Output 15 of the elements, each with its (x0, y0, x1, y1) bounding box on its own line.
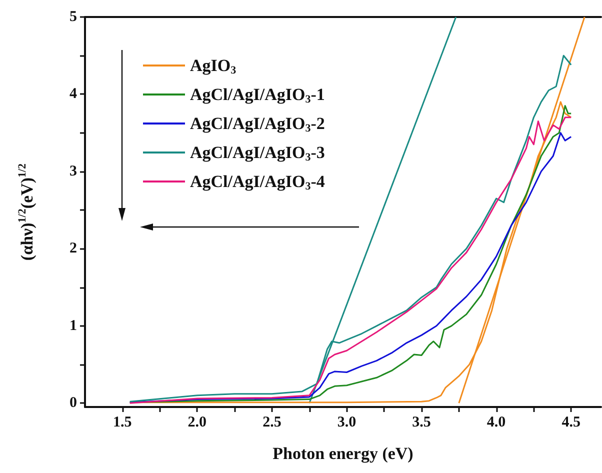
x-axis-title: Photon energy (eV) (272, 444, 414, 463)
y-tick-label: 3 (70, 163, 77, 180)
y-tick-label: 4 (70, 86, 78, 102)
y-tick-label: 5 (70, 9, 77, 25)
text: 4.0 (486, 414, 506, 430)
y-tick-label: 0 (70, 395, 77, 412)
text: 3.0 (337, 414, 356, 430)
y-tick-label: 2 (70, 240, 77, 257)
y-axis-title: (αhν)1/2(eV)1/2 (16, 162, 36, 261)
x-tick-label: 2.5 (262, 414, 282, 430)
x-tick-label: 4.5 (562, 414, 580, 430)
text: 2.0 (188, 414, 207, 430)
y-tick-label: 1 (70, 318, 77, 334)
x-tick-label: 3.5 (412, 414, 431, 430)
x-tick-label: 1.5 (113, 414, 132, 430)
